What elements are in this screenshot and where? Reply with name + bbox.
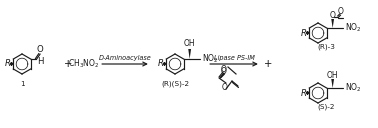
Text: O: O	[330, 10, 336, 19]
Text: (S)-2: (S)-2	[317, 104, 335, 110]
Text: O: O	[338, 8, 344, 17]
Polygon shape	[331, 19, 334, 28]
Text: (R)-3: (R)-3	[317, 44, 335, 50]
Polygon shape	[331, 79, 334, 88]
Text: O: O	[222, 83, 228, 92]
Text: +: +	[64, 59, 72, 69]
Text: O: O	[36, 45, 43, 55]
Text: R: R	[301, 88, 307, 98]
Text: O: O	[221, 67, 227, 76]
Text: O: O	[221, 65, 227, 73]
Text: R: R	[158, 60, 164, 68]
Text: +: +	[264, 59, 272, 69]
Text: Lipase PS-IM: Lipase PS-IM	[214, 55, 254, 61]
Polygon shape	[188, 49, 191, 59]
Text: R: R	[301, 29, 307, 38]
Text: D-Aminoacylase: D-Aminoacylase	[99, 55, 151, 61]
Text: NO$_2$: NO$_2$	[345, 22, 361, 34]
Text: NO$_2$: NO$_2$	[201, 53, 218, 65]
Text: OH: OH	[327, 71, 338, 79]
Text: H: H	[37, 56, 44, 66]
Text: R: R	[5, 60, 11, 68]
Text: (R)(S)-2: (R)(S)-2	[161, 81, 189, 87]
Text: NO$_2$: NO$_2$	[345, 82, 361, 94]
Text: CH$_3$NO$_2$: CH$_3$NO$_2$	[68, 58, 100, 70]
Text: OH: OH	[184, 40, 195, 49]
Text: 1: 1	[20, 81, 24, 87]
